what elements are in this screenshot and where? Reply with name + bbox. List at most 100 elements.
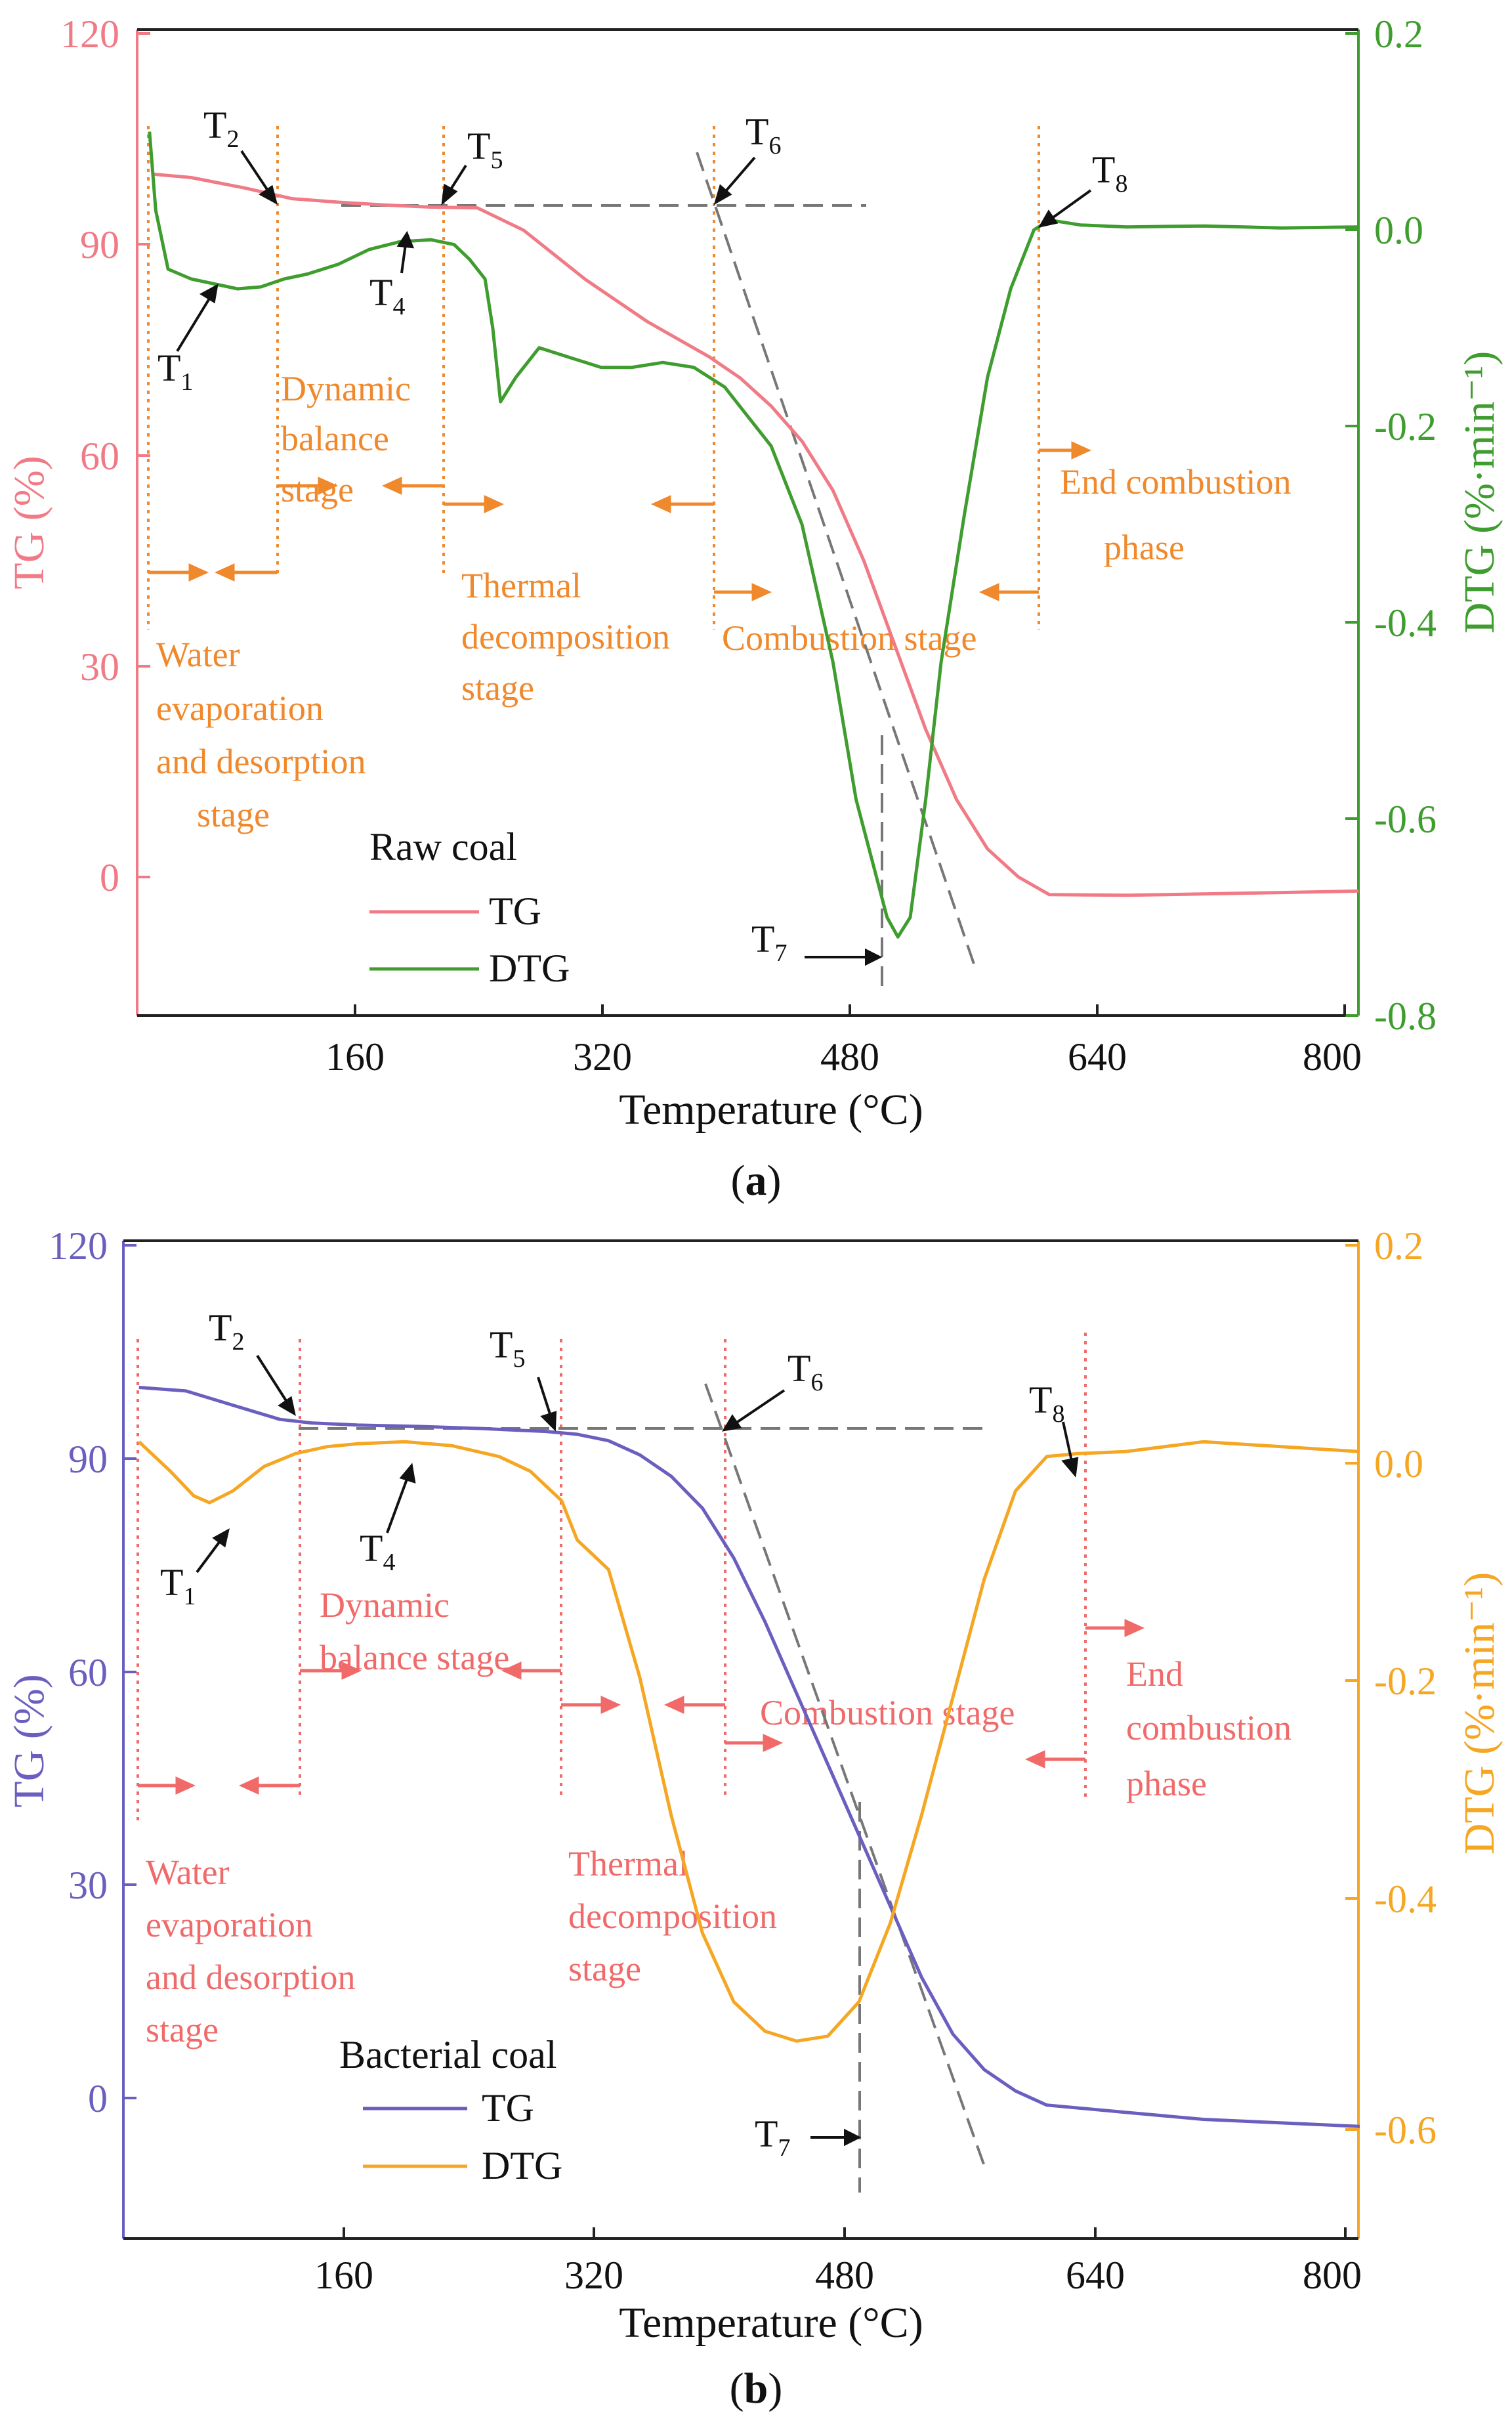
x-tick-label: 320 — [573, 1035, 632, 1079]
caption-a: (a) — [731, 1157, 782, 1205]
caption-b: (b) — [730, 2365, 783, 2412]
legend-dtg-label: DTG — [482, 2144, 562, 2187]
stage-thermal-line2: decomposition — [568, 1896, 777, 1936]
series-line-dtg — [138, 1440, 1360, 2043]
legend-a: Raw coal TG DTG — [369, 825, 570, 990]
x-tick-label: 160 — [314, 2254, 373, 2297]
stage-water-line4: stage — [197, 795, 270, 834]
left-tick-label: 120 — [60, 12, 119, 56]
legend-tg-label: TG — [482, 2086, 534, 2130]
right-tick-label: -0.6 — [1374, 2109, 1437, 2152]
series-line-tg — [138, 1386, 1360, 2128]
right-tick-label: -0.6 — [1374, 798, 1437, 841]
t7-label: T7 — [751, 918, 787, 967]
curves-panel-b — [138, 1386, 1360, 2128]
left-tick-label: 90 — [68, 1438, 108, 1481]
stage-thermal-line3: stage — [461, 668, 534, 708]
t-marker-arrows — [196, 1354, 1079, 2147]
right-tick-label: 0.0 — [1374, 1442, 1423, 1486]
t4-label: T4 — [369, 271, 405, 320]
x-tick-label: 320 — [564, 2254, 623, 2297]
right-axis-ticks — [1345, 1244, 1358, 2131]
x-axis-ticks — [354, 1004, 1346, 1016]
stage-water-line2: evaporation — [156, 689, 324, 728]
right-axis-title: DTG (%·min⁻¹) — [1456, 351, 1503, 633]
left-tick-label: 60 — [68, 1651, 108, 1694]
stage-dynamic-line1: Dynamic — [320, 1585, 450, 1625]
left-tick-label: 30 — [68, 1864, 108, 1907]
right-axis-title: DTG (%·min⁻¹) — [1456, 1572, 1503, 1854]
t2-label: T2 — [203, 104, 239, 153]
t6-label: T6 — [746, 110, 781, 160]
stage-water-line1: Water — [156, 635, 240, 674]
stage-thermal-line1: Thermal — [461, 566, 581, 605]
right-tick-label: 0.2 — [1374, 12, 1423, 56]
stage-end-line2: combustion — [1126, 1708, 1292, 1747]
x-axis-title: Temperature (°C) — [619, 2299, 923, 2347]
stage-end-line1: End — [1126, 1654, 1183, 1694]
right-tick-label: -0.2 — [1374, 405, 1437, 448]
t1-label: T1 — [158, 347, 193, 396]
legend-title: Raw coal — [369, 825, 517, 868]
curves-panel-a — [148, 131, 1359, 939]
right-tick-label: -0.4 — [1374, 1877, 1437, 1921]
left-tick-label: 120 — [49, 1224, 108, 1268]
legend-title: Bacterial coal — [339, 2033, 556, 2076]
left-tick-label: 90 — [80, 223, 119, 267]
x-axis-title: Temperature (°C) — [619, 1086, 923, 1134]
stage-water-line1: Water — [146, 1853, 230, 1892]
stage-thermal-line2: decomposition — [461, 617, 670, 656]
x-tick-label: 640 — [1066, 2254, 1125, 2297]
x-tick-label: 160 — [326, 1035, 385, 1079]
panel-b-bacterial-coal: 120 90 60 30 0 TG (%) 0.2 0.0 -0.2 -0.4 … — [5, 1224, 1503, 2412]
stage-water-line2: evaporation — [146, 1905, 313, 1944]
right-tick-label: 0.2 — [1374, 1224, 1423, 1268]
left-tick-label: 30 — [80, 645, 119, 689]
left-tick-label: 0 — [88, 2077, 108, 2120]
stage-water-line3: and desorption — [156, 742, 366, 781]
stage-separators — [136, 1333, 1087, 1825]
stage-dynamic-line1: Dynamic — [281, 369, 411, 408]
legend-b: Bacterial coal TG DTG — [339, 2033, 562, 2187]
legend-dtg-label: DTG — [489, 947, 570, 990]
stage-arrows — [148, 441, 1092, 601]
x-tick-label: 480 — [820, 1035, 879, 1079]
x-tick-label: 640 — [1068, 1035, 1127, 1079]
stage-water-line3: and desorption — [146, 1958, 355, 1997]
stage-dynamic-line3: stage — [281, 470, 354, 509]
left-axis-ticks — [123, 1244, 136, 2099]
stage-end-line3: phase — [1126, 1764, 1207, 1803]
stage-combustion-label: Combustion stage — [722, 618, 977, 658]
x-tick-label: 480 — [815, 2254, 874, 2297]
x-axis-ticks — [343, 2227, 1347, 2239]
panel-a-raw-coal: 120 90 60 30 0 TG (%) 0.2 0.0 -0.2 -0.4 … — [5, 12, 1503, 1205]
series-line-tg — [152, 172, 1359, 897]
t7-label: T7 — [755, 2112, 790, 2162]
t4-label: T4 — [360, 1527, 395, 1576]
right-tick-label: -0.2 — [1374, 1660, 1437, 1703]
caption-letter: b — [744, 2365, 768, 2412]
stage-thermal-line3: stage — [568, 1949, 641, 1988]
left-tick-label: 60 — [80, 435, 119, 478]
right-tick-label: -0.8 — [1374, 995, 1437, 1038]
left-tick-label: 0 — [100, 856, 119, 899]
tangent-lines — [299, 1383, 988, 2193]
t-marker-arrows — [176, 150, 1092, 966]
stage-arrows — [138, 1619, 1145, 1795]
t1-label: T1 — [160, 1561, 196, 1610]
stage-thermal-line1: Thermal — [568, 1844, 688, 1883]
stage-end-line2: phase — [1104, 528, 1185, 567]
left-axis-title: TG (%) — [5, 456, 53, 589]
stage-combustion-label: Combustion stage — [760, 1693, 1015, 1732]
left-axis-ticks — [137, 32, 150, 878]
stage-separators — [147, 126, 1040, 630]
t8-label: T8 — [1092, 148, 1127, 198]
left-axis-title: TG (%) — [5, 1674, 53, 1807]
legend-tg-label: TG — [489, 889, 541, 933]
t8-label: T8 — [1029, 1379, 1064, 1428]
stage-dynamic-line2: balance stage — [320, 1638, 509, 1677]
stage-end-line1: End combustion — [1060, 462, 1291, 502]
t6-label: T6 — [788, 1347, 823, 1396]
